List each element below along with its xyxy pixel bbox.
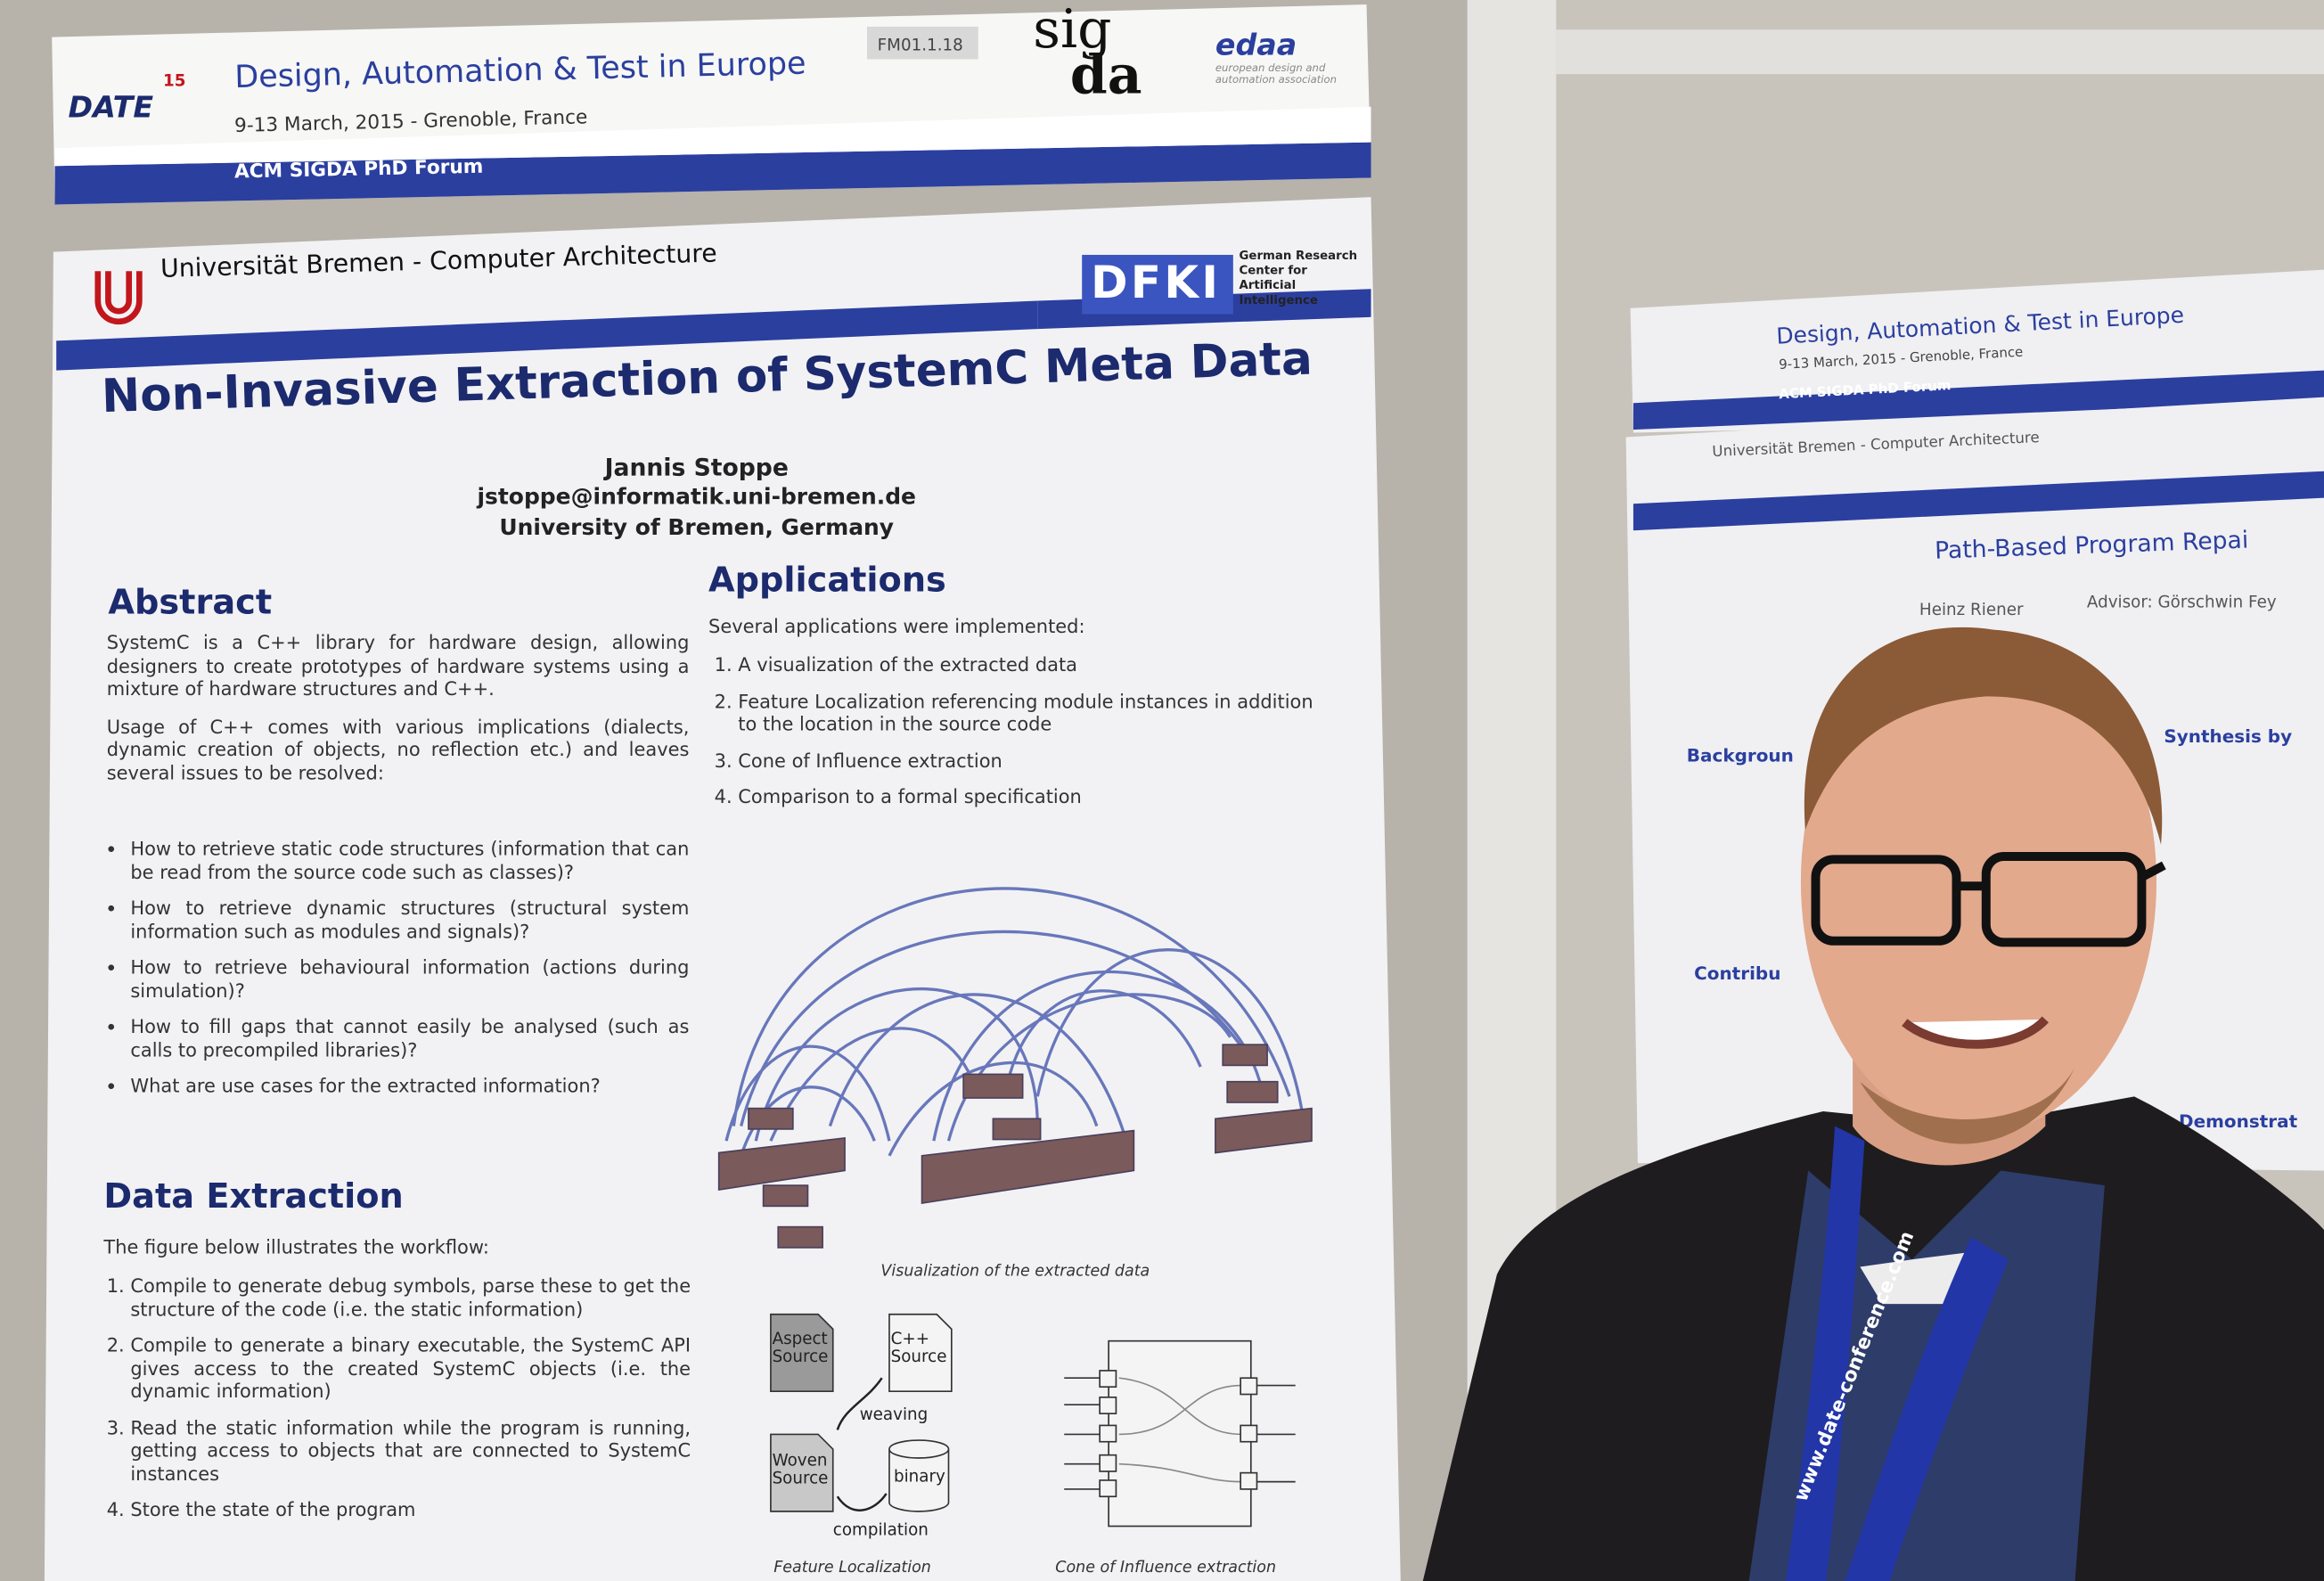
application-item: Feature Localization referencing module … — [738, 690, 1316, 736]
hair — [1804, 627, 2163, 845]
application-item: Comparison to a formal specification — [738, 785, 1316, 808]
poster2-heading: Backgroun — [1686, 745, 1794, 766]
figure-caption: Visualization of the extracted data — [880, 1262, 1150, 1281]
abstract-bullet: How to retrieve dynamic structures (stru… — [130, 897, 689, 943]
university: University of Bremen, Germany — [499, 513, 895, 541]
extraction-step: Read the static information while the pr… — [130, 1416, 691, 1485]
dfki-text: German Research Center for Artificial In… — [1239, 249, 1358, 307]
data-extraction-intro: The figure below illustrates the workflo… — [103, 1235, 489, 1258]
badge-box — [867, 26, 978, 60]
lanyard-right — [1845, 1237, 2009, 1581]
doc-aspect — [770, 1313, 834, 1393]
undershirt — [1860, 1251, 1972, 1305]
woven-source: Woven Source — [772, 1450, 829, 1488]
caption-feature-localization: Feature Localization — [773, 1559, 931, 1577]
dfki-logo: DFKI — [1091, 258, 1222, 310]
banner-bar — [54, 142, 1371, 205]
compilation: compilation — [832, 1520, 929, 1540]
application-item: A visualization of the extracted data — [738, 653, 1316, 676]
abstract-paragraph: Usage of C++ comes with various implicat… — [106, 715, 690, 783]
weaving: weaving — [859, 1405, 929, 1424]
abstract-bullet: What are use cases for the extracted inf… — [130, 1074, 689, 1097]
extraction-step: Compile to generate a binary executable,… — [130, 1333, 691, 1402]
dfki-logo-box — [1082, 254, 1233, 315]
doc-woven — [770, 1433, 834, 1512]
binary: binary — [893, 1466, 945, 1487]
cpp-source: C++ Source — [890, 1329, 947, 1366]
glasses — [1811, 852, 2166, 947]
extraction-step: Store the state of the program — [130, 1498, 691, 1521]
badge: FM01.1.18 — [877, 35, 963, 55]
data-extraction-box: Compile to generate debug symbols, parse… — [101, 1274, 691, 1535]
abstract-bullets: How to retrieve static code structures (… — [107, 837, 690, 1097]
doc-cpp — [888, 1313, 953, 1393]
binary-cylinder — [888, 1439, 950, 1512]
applications-box: A visualization of the extracted data Fea… — [708, 653, 1316, 822]
date-logo: DATE — [68, 88, 154, 125]
lanyard-left — [1786, 1126, 1865, 1581]
abstract-bullet: How to retrieve behavioural information … — [130, 955, 689, 1002]
abstract-bullet: How to fill gaps that cannot easily be a… — [130, 1015, 689, 1061]
workflow-arrows — [836, 1377, 888, 1511]
smile — [1902, 1016, 2050, 1049]
aspect-source: Aspect Source — [772, 1329, 829, 1366]
application-item: Cone of Influence extraction — [738, 749, 1316, 772]
arc-figure — [724, 887, 1306, 1157]
date-logo-number: 15 — [162, 70, 186, 91]
poster2-bar — [1633, 471, 2324, 531]
abstract-text: SystemC is a C++ library for hardware de… — [107, 631, 690, 799]
sigda-bottom: da — [1069, 44, 1142, 107]
extraction-step: Compile to generate debug symbols, parse… — [130, 1274, 691, 1321]
data-extraction-heading: Data Extraction — [103, 1177, 404, 1217]
poster2-heading: Contribu — [1694, 963, 1781, 984]
poster2-advisor: Advisor: Görschwin Fey — [2086, 593, 2277, 612]
caption-cone: Cone of Influence extraction — [1055, 1559, 1277, 1577]
poster-sheet — [44, 197, 1401, 1581]
poster-bar — [56, 300, 1038, 371]
applications-heading: Applications — [708, 561, 946, 601]
poster2-heading: Synthesis by — [2164, 725, 2293, 747]
abstract-paragraph: SystemC is a C++ library for hardware de… — [106, 631, 690, 700]
poster2-author: Heinz Riener — [1919, 600, 2024, 619]
edaa-sub: european design and automation associati… — [1215, 61, 1338, 86]
abstract-bullets-box: How to retrieve static code structures (… — [107, 837, 690, 1110]
uni-logo — [94, 271, 143, 325]
banner-gap — [54, 106, 1371, 167]
poster2-banner-bar — [1633, 370, 2324, 430]
sigda-top: sig — [1033, 0, 1112, 61]
email: jstoppe@informatik.uni-bremen.de — [477, 483, 916, 510]
poster2-heading: Demonstrat — [2179, 1110, 2298, 1133]
cone-ports — [1064, 1370, 1296, 1498]
extraction-steps: Compile to generate debug symbols, parse… — [101, 1274, 691, 1521]
arc-figure-blocks — [717, 1044, 1313, 1249]
applications-items: A visualization of the extracted data Fea… — [708, 653, 1316, 808]
abstract-heading: Abstract — [108, 584, 273, 623]
panel-frame-top — [1556, 29, 2324, 75]
applications-intro: Several applications were implemented: — [708, 614, 1085, 637]
abstract-bullet: How to retrieve static code structures (… — [130, 837, 689, 883]
edaa-logo: edaa — [1215, 26, 1297, 62]
beard — [1860, 1067, 2075, 1144]
author: Jannis Stoppe — [604, 453, 789, 482]
